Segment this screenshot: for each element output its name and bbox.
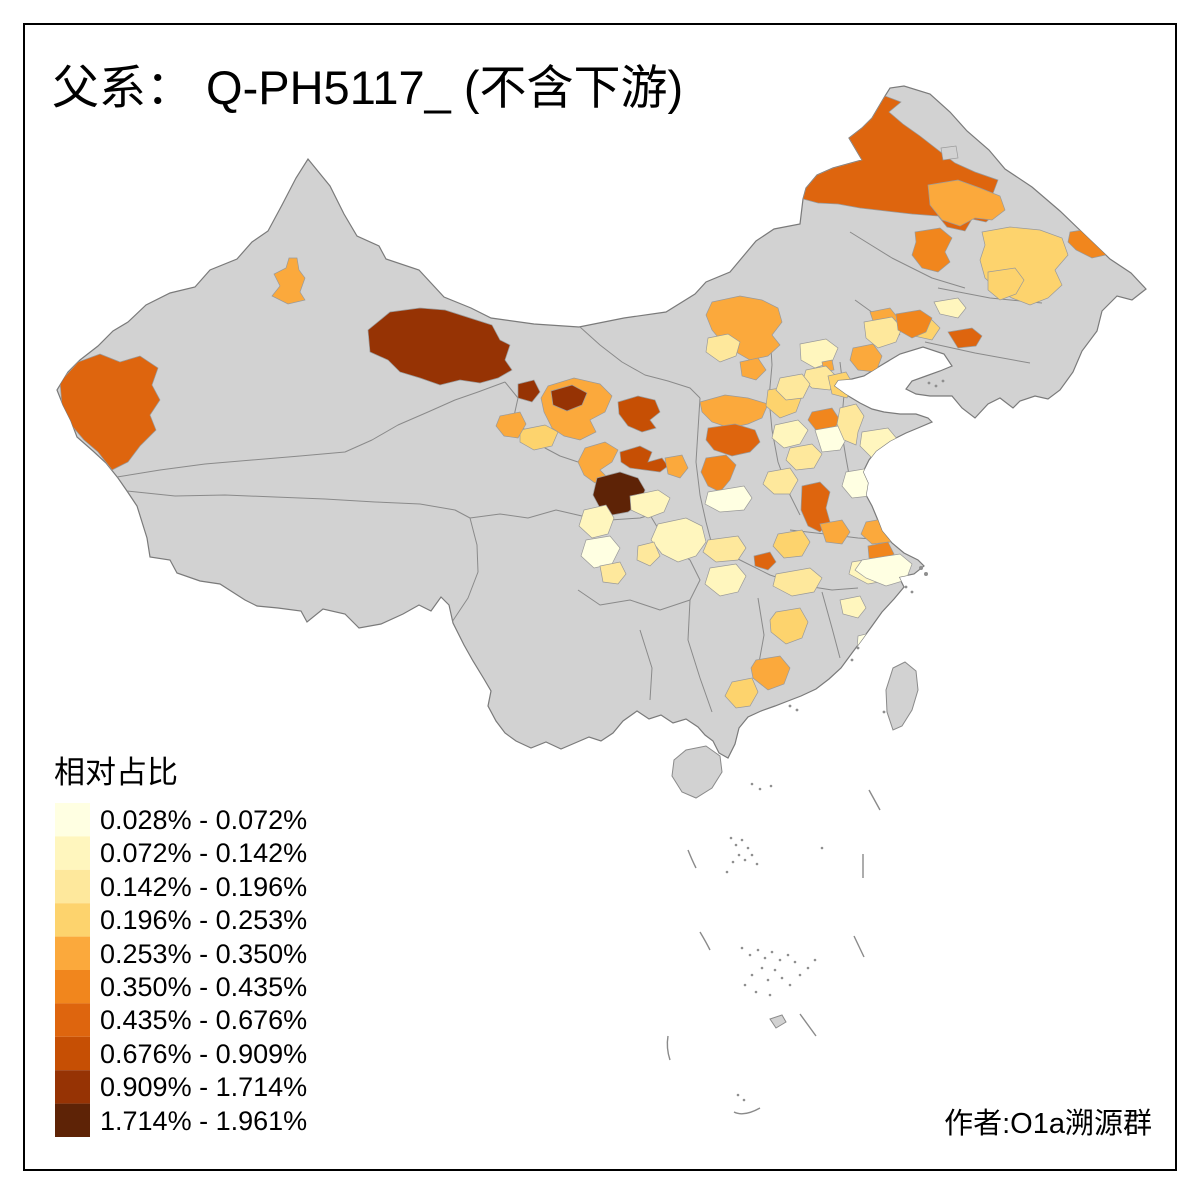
map-patch — [856, 631, 881, 655]
legend-swatch — [55, 1036, 90, 1071]
map-patch — [617, 395, 661, 433]
map-patch — [947, 327, 983, 349]
map-patch — [664, 454, 689, 479]
map-patch — [750, 655, 791, 691]
map-patch — [785, 443, 823, 471]
legend-swatch — [55, 1003, 90, 1037]
map-patch — [636, 541, 661, 567]
legend-label: 0.909% - 1.714% — [100, 1072, 307, 1102]
legend-swatch — [55, 836, 90, 870]
map-patch — [836, 403, 865, 446]
pratas-islet — [769, 1014, 787, 1029]
map-patch — [762, 467, 799, 495]
map-frame — [23, 23, 1177, 1171]
legend-label: 0.196% - 0.253% — [100, 905, 307, 935]
map-patch — [699, 394, 769, 429]
legend-swatch — [55, 903, 90, 937]
map-patch — [987, 267, 1025, 301]
map-patch — [772, 567, 823, 597]
map-patch — [519, 424, 559, 451]
legend-label: 0.435% - 0.676% — [100, 1005, 307, 1035]
legend-label: 0.253% - 0.350% — [100, 939, 307, 969]
legend-swatch — [55, 970, 90, 1004]
map-patch — [629, 489, 671, 519]
author-credit: 作者:O1a溯源群 — [944, 1107, 1152, 1140]
map-patch — [577, 441, 619, 484]
map-patch — [702, 535, 747, 563]
legend-swatch — [55, 803, 90, 837]
legend-label: 0.142% - 0.196% — [100, 872, 307, 902]
map-patch — [271, 257, 306, 305]
map-patch — [873, 461, 913, 495]
map-patch — [895, 309, 933, 339]
map-patch — [863, 316, 903, 349]
map-patch — [495, 411, 527, 439]
map-patch — [933, 297, 967, 319]
map-patch — [517, 379, 541, 403]
map-patch — [705, 333, 741, 363]
map-patch — [367, 307, 513, 386]
map-patch — [927, 179, 1006, 227]
map-patch — [814, 425, 849, 453]
map-patch — [775, 373, 811, 401]
map-patch — [877, 493, 915, 523]
map-patch — [739, 357, 767, 381]
legend-label: 0.028% - 0.072% — [100, 805, 307, 835]
map-patch — [911, 227, 953, 273]
map-patch — [705, 423, 761, 457]
map-patch — [771, 419, 809, 449]
map-patch — [772, 529, 811, 559]
map-patch — [940, 145, 959, 161]
map-patch — [753, 551, 777, 571]
map-patch — [704, 485, 753, 513]
prefecture-patches — [59, 95, 1123, 709]
map-patch — [578, 504, 615, 539]
map-patch — [599, 561, 627, 585]
legend: 相对占比 0.028% - 0.072% 0.072% - 0.142% 0.1… — [54, 755, 307, 1137]
legend-swatch — [55, 936, 90, 970]
legend-swatch — [55, 1070, 90, 1104]
map-patch — [769, 607, 809, 645]
legend-title: 相对占比 — [54, 755, 178, 790]
legend-swatch — [55, 1103, 90, 1137]
page-title: 父系： Q-PH5117_ (不含下游) — [52, 61, 683, 114]
map-patch — [854, 553, 913, 587]
map-patch — [550, 384, 588, 412]
map-patch — [704, 563, 747, 597]
map-patch — [819, 519, 851, 545]
nine-dash-line — [666, 789, 881, 1115]
map-patch — [59, 353, 161, 471]
legend-label: 1.714% - 1.961% — [100, 1106, 307, 1136]
legend-label: 0.676% - 0.909% — [100, 1039, 307, 1069]
legend-label: 0.072% - 0.142% — [100, 838, 307, 868]
taiwan-island — [885, 661, 919, 731]
hainan-island — [671, 745, 723, 799]
island-dots — [725, 379, 945, 1102]
map-patch — [724, 677, 759, 709]
map-patch — [700, 454, 737, 493]
map-patch — [839, 595, 867, 619]
legend-swatch — [55, 869, 90, 904]
legend-label: 0.350% - 0.435% — [100, 972, 307, 1002]
